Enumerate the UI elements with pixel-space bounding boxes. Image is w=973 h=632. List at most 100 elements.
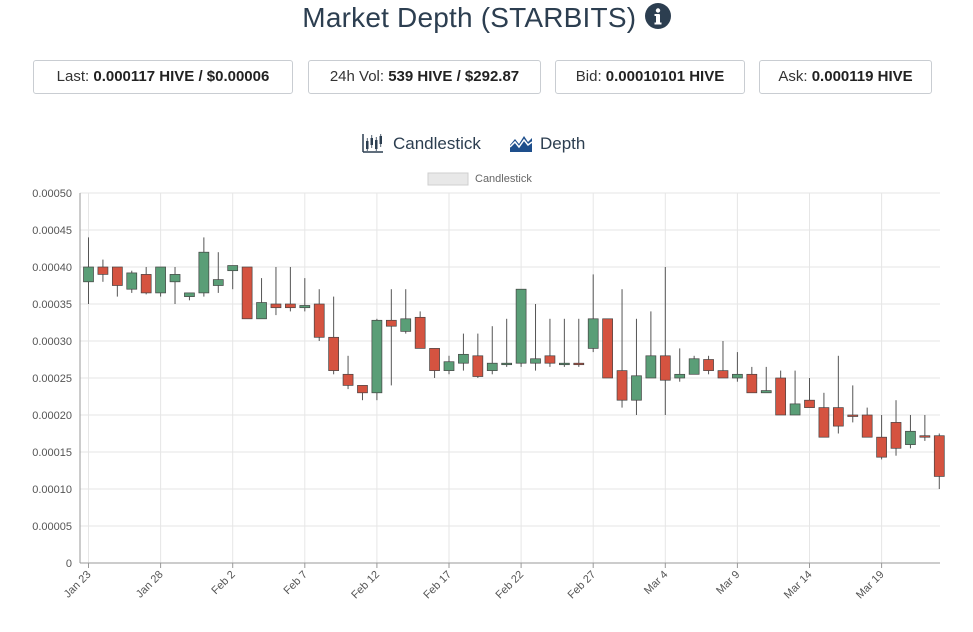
- candle[interactable]: [933, 433, 945, 490]
- candle[interactable]: [285, 267, 296, 312]
- candle[interactable]: [631, 318, 642, 415]
- candle[interactable]: [227, 265, 239, 290]
- candle[interactable]: [97, 259, 109, 282]
- candle-body: [832, 407, 844, 427]
- depth-toggle[interactable]: Depth: [509, 130, 599, 158]
- candle[interactable]: [804, 378, 815, 408]
- candle[interactable]: [861, 407, 873, 438]
- candle[interactable]: [357, 385, 368, 401]
- candle[interactable]: [688, 355, 700, 375]
- candle[interactable]: [83, 237, 94, 304]
- candle[interactable]: [299, 278, 311, 312]
- x-tick-label: Mar 4: [642, 569, 670, 597]
- candle[interactable]: [616, 289, 628, 408]
- candle-body: [140, 274, 152, 294]
- candle[interactable]: [241, 266, 253, 320]
- candle[interactable]: [184, 292, 195, 301]
- candle-body: [587, 318, 599, 349]
- candle[interactable]: [847, 385, 859, 423]
- candle-body: [573, 362, 585, 366]
- candle-body: [126, 272, 138, 290]
- candle[interactable]: [256, 278, 267, 320]
- candle[interactable]: [645, 311, 657, 379]
- candle[interactable]: [429, 348, 440, 378]
- candle[interactable]: [501, 318, 513, 367]
- candle[interactable]: [818, 392, 830, 438]
- candle-body: [760, 390, 772, 394]
- stat-bid-value: 0.00010101 HIVE: [605, 68, 725, 85]
- candle[interactable]: [313, 289, 325, 341]
- candle[interactable]: [919, 415, 931, 441]
- candle[interactable]: [544, 318, 556, 367]
- candlestick-toggle[interactable]: Candlestick: [362, 130, 492, 158]
- candle[interactable]: [703, 355, 714, 375]
- candle-body: [270, 303, 282, 309]
- info-circle-icon[interactable]: [644, 3, 671, 29]
- candle-body: [429, 348, 440, 371]
- candle[interactable]: [486, 326, 498, 375]
- candle-body: [501, 362, 513, 366]
- candle[interactable]: [717, 341, 729, 379]
- stat-volume-label: 24h Vol:: [329, 68, 385, 85]
- candle[interactable]: [832, 355, 844, 434]
- candle[interactable]: [342, 355, 354, 390]
- x-tick-label: Feb 7: [282, 569, 310, 597]
- candle-body: [458, 353, 469, 364]
- candle[interactable]: [155, 266, 166, 297]
- candle[interactable]: [515, 288, 527, 367]
- candle[interactable]: [602, 318, 613, 379]
- candle[interactable]: [443, 355, 455, 375]
- candle[interactable]: [674, 348, 686, 382]
- candle[interactable]: [905, 415, 916, 449]
- candle-body: [717, 370, 729, 379]
- y-tick-label: 0.00030: [32, 336, 72, 348]
- candle-body: [659, 355, 671, 381]
- candle[interactable]: [414, 311, 426, 349]
- candle-body: [775, 377, 787, 416]
- candle[interactable]: [270, 267, 282, 316]
- candle[interactable]: [198, 237, 210, 297]
- candle-body: [227, 265, 239, 272]
- candle-body: [544, 355, 556, 364]
- candle[interactable]: [212, 252, 224, 293]
- candle-body: [616, 370, 628, 401]
- candle[interactable]: [775, 370, 787, 416]
- candle-body: [212, 279, 224, 286]
- candle[interactable]: [760, 366, 772, 394]
- x-tick-label: Feb 22: [494, 569, 527, 602]
- candle[interactable]: [876, 415, 887, 460]
- candle-body: [357, 385, 368, 394]
- chart-legend[interactable]: Candlestick: [427, 172, 532, 186]
- candle[interactable]: [530, 304, 541, 371]
- candle[interactable]: [587, 274, 599, 353]
- candle-body: [169, 274, 181, 283]
- candle[interactable]: [400, 289, 412, 334]
- candle[interactable]: [385, 289, 397, 386]
- candle-body: [285, 303, 296, 309]
- candle[interactable]: [890, 400, 902, 456]
- candle[interactable]: [559, 318, 570, 367]
- y-tick-label: 0.00010: [32, 484, 72, 496]
- candle[interactable]: [458, 333, 469, 371]
- candle[interactable]: [371, 318, 383, 401]
- candle[interactable]: [111, 266, 123, 297]
- candle[interactable]: [789, 370, 801, 416]
- candle[interactable]: [140, 267, 152, 295]
- candle-body: [371, 319, 383, 394]
- candle[interactable]: [732, 352, 743, 382]
- x-tick-label: Feb 2: [209, 569, 237, 597]
- candle-body: [83, 266, 94, 283]
- stat-last-label: Last:: [56, 68, 90, 85]
- x-tick-label: Mar 19: [854, 569, 887, 602]
- candle[interactable]: [126, 270, 138, 293]
- candle-body: [184, 292, 195, 297]
- candle[interactable]: [169, 267, 181, 304]
- candle[interactable]: [746, 366, 758, 394]
- candle[interactable]: [659, 267, 671, 415]
- candle[interactable]: [472, 333, 484, 378]
- candle-body: [746, 373, 758, 394]
- candle[interactable]: [573, 318, 585, 367]
- area-chart-icon: [509, 136, 533, 152]
- candle[interactable]: [328, 296, 339, 375]
- candle-body: [919, 435, 931, 438]
